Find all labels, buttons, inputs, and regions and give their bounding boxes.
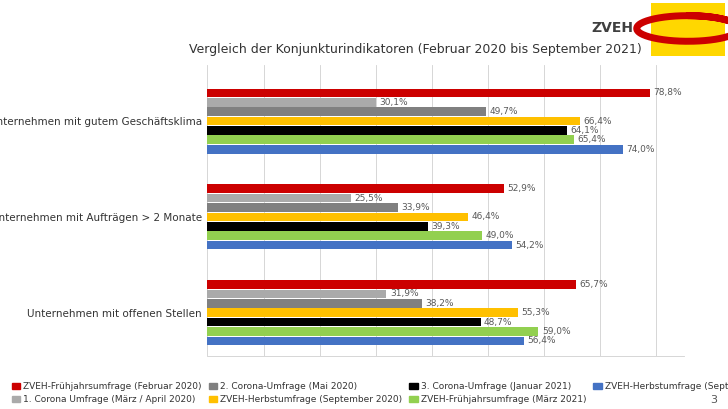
Bar — [207, 327, 539, 336]
Bar — [207, 337, 524, 345]
Bar — [207, 145, 622, 153]
Bar — [207, 107, 486, 116]
Bar — [207, 308, 518, 317]
Bar — [207, 117, 580, 125]
Legend: ZVEH-Frühjahrsumfrage (Februar 2020), 1. Corona Umfrage (März / April 2020), 2. : ZVEH-Frühjahrsumfrage (Februar 2020), 1.… — [12, 382, 728, 405]
Text: 48,7%: 48,7% — [484, 318, 513, 327]
Text: 30,1%: 30,1% — [380, 98, 408, 107]
Text: 31,9%: 31,9% — [389, 290, 419, 299]
Bar — [207, 194, 351, 202]
Text: 46,4%: 46,4% — [471, 212, 499, 221]
Text: 64,1%: 64,1% — [571, 126, 599, 135]
Text: 38,2%: 38,2% — [425, 299, 454, 308]
Bar — [207, 184, 505, 193]
Bar — [207, 98, 376, 107]
Text: 3: 3 — [710, 395, 717, 405]
Text: 49,7%: 49,7% — [490, 107, 518, 116]
Bar — [207, 88, 649, 97]
Bar — [207, 135, 574, 144]
Text: 56,4%: 56,4% — [527, 336, 555, 345]
Text: 55,3%: 55,3% — [521, 308, 550, 317]
Text: Vergleich der Konjunkturindikatoren (Februar 2020 bis September 2021): Vergleich der Konjunkturindikatoren (Feb… — [189, 43, 641, 56]
Bar — [207, 241, 512, 249]
Bar — [207, 318, 480, 326]
Text: 49,0%: 49,0% — [486, 231, 514, 240]
Bar — [207, 222, 428, 231]
Bar — [207, 290, 387, 298]
Text: 33,9%: 33,9% — [401, 203, 430, 212]
Text: 59,0%: 59,0% — [542, 327, 571, 336]
Text: 39,3%: 39,3% — [431, 222, 460, 231]
Text: ZVEH: ZVEH — [592, 21, 633, 36]
Text: 54,2%: 54,2% — [515, 240, 543, 249]
Bar — [207, 213, 468, 221]
Text: 74,0%: 74,0% — [626, 145, 654, 154]
Bar — [207, 203, 397, 212]
Bar — [207, 280, 576, 289]
Bar — [207, 231, 483, 240]
Bar — [207, 299, 422, 308]
Text: 65,4%: 65,4% — [578, 135, 606, 144]
Text: 65,7%: 65,7% — [579, 280, 608, 289]
Text: 52,9%: 52,9% — [507, 184, 536, 193]
Text: 78,8%: 78,8% — [653, 88, 681, 97]
Text: Konjunkturindikatoren: Konjunkturindikatoren — [6, 13, 290, 34]
FancyBboxPatch shape — [651, 3, 725, 56]
Text: 66,4%: 66,4% — [583, 117, 612, 126]
Text: 25,5%: 25,5% — [354, 193, 382, 202]
Bar — [207, 126, 567, 135]
